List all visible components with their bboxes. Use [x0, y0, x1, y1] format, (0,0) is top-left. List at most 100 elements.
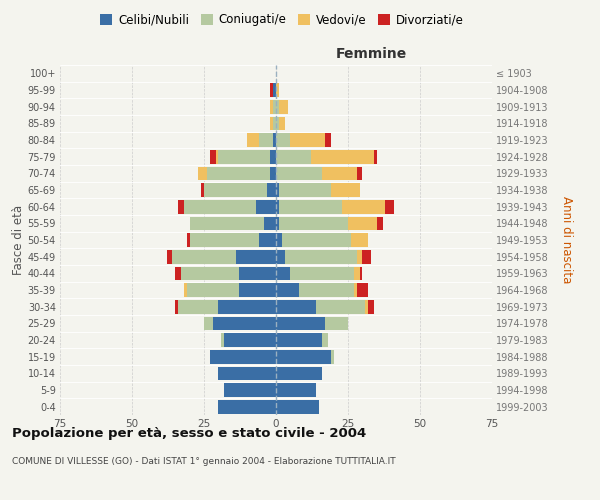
Bar — [224, 383, 276, 397]
Bar — [276, 250, 284, 264]
Bar — [184, 283, 187, 297]
Bar — [290, 266, 354, 280]
Bar — [276, 350, 331, 364]
Bar — [236, 250, 276, 264]
Bar — [377, 216, 383, 230]
Bar — [207, 166, 270, 180]
Bar — [284, 250, 356, 264]
Bar — [325, 133, 331, 147]
Bar — [187, 283, 239, 297]
Bar — [239, 266, 276, 280]
Bar — [276, 266, 290, 280]
Bar — [256, 200, 276, 213]
Bar — [178, 200, 184, 213]
Bar — [273, 133, 276, 147]
Bar — [365, 300, 368, 314]
Bar — [351, 233, 368, 247]
Bar — [268, 183, 276, 197]
Bar — [276, 100, 279, 114]
Bar — [270, 166, 276, 180]
Bar — [322, 166, 356, 180]
Bar — [368, 300, 374, 314]
Y-axis label: Fasce di età: Fasce di età — [11, 205, 25, 275]
Bar — [265, 216, 276, 230]
Bar — [342, 200, 385, 213]
Bar — [218, 400, 276, 413]
Bar — [204, 183, 268, 197]
Bar — [316, 300, 365, 314]
Bar — [356, 250, 362, 264]
Bar — [276, 166, 322, 180]
Bar — [276, 366, 322, 380]
Bar — [354, 266, 359, 280]
Bar — [259, 133, 273, 147]
Bar — [247, 133, 259, 147]
Y-axis label: Anni di nascita: Anni di nascita — [560, 196, 573, 284]
Bar — [218, 366, 276, 380]
Bar — [354, 283, 356, 297]
Bar — [276, 83, 279, 97]
Bar — [279, 100, 287, 114]
Bar — [276, 133, 290, 147]
Bar — [356, 283, 368, 297]
Bar — [374, 150, 377, 164]
Bar — [282, 233, 351, 247]
Bar — [270, 100, 273, 114]
Bar — [299, 283, 354, 297]
Bar — [276, 300, 316, 314]
Bar — [290, 133, 325, 147]
Bar — [175, 300, 178, 314]
Bar — [210, 350, 276, 364]
Bar — [276, 200, 279, 213]
Bar — [322, 333, 328, 347]
Bar — [359, 266, 362, 280]
Bar — [270, 83, 273, 97]
Bar — [348, 216, 377, 230]
Bar — [221, 333, 224, 347]
Text: Popolazione per età, sesso e stato civile - 2004: Popolazione per età, sesso e stato civil… — [12, 428, 366, 440]
Bar — [175, 266, 181, 280]
Bar — [259, 233, 276, 247]
Bar — [198, 166, 207, 180]
Bar — [276, 283, 299, 297]
Bar — [276, 383, 316, 397]
Bar — [204, 316, 212, 330]
Bar — [218, 300, 276, 314]
Bar — [273, 100, 276, 114]
Bar — [270, 150, 276, 164]
Bar — [276, 400, 319, 413]
Bar — [190, 216, 265, 230]
Bar — [212, 316, 276, 330]
Bar — [276, 116, 279, 130]
Bar — [356, 166, 362, 180]
Bar — [276, 316, 325, 330]
Bar — [331, 183, 359, 197]
Bar — [279, 116, 284, 130]
Bar — [218, 150, 270, 164]
Bar — [215, 150, 218, 164]
Bar — [239, 283, 276, 297]
Bar — [276, 333, 322, 347]
Bar — [190, 233, 259, 247]
Bar — [201, 183, 204, 197]
Bar — [273, 116, 276, 130]
Bar — [279, 183, 331, 197]
Bar — [172, 250, 236, 264]
Bar — [187, 233, 190, 247]
Bar — [224, 333, 276, 347]
Text: COMUNE DI VILLESSE (GO) - Dati ISTAT 1° gennaio 2004 - Elaborazione TUTTITALIA.I: COMUNE DI VILLESSE (GO) - Dati ISTAT 1° … — [12, 458, 395, 466]
Bar — [273, 83, 276, 97]
Bar — [184, 200, 256, 213]
Bar — [279, 200, 342, 213]
Text: Femmine: Femmine — [335, 48, 407, 62]
Bar — [325, 316, 348, 330]
Bar — [181, 266, 239, 280]
Legend: Celibi/Nubili, Coniugati/e, Vedovi/e, Divorziati/e: Celibi/Nubili, Coniugati/e, Vedovi/e, Di… — [98, 11, 466, 28]
Bar — [210, 150, 215, 164]
Bar — [270, 116, 273, 130]
Bar — [311, 150, 374, 164]
Bar — [276, 183, 279, 197]
Bar — [385, 200, 394, 213]
Bar — [331, 350, 334, 364]
Bar — [276, 233, 282, 247]
